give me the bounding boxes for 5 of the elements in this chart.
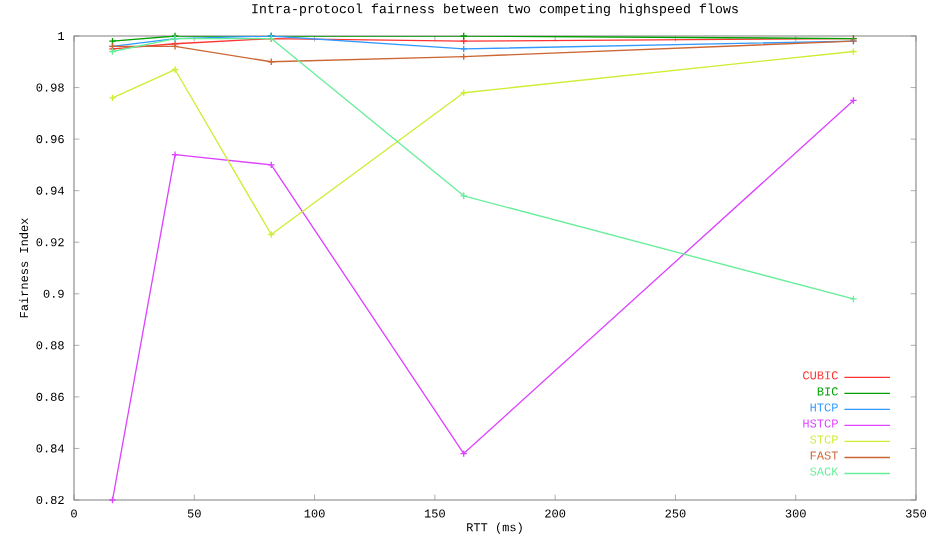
point [459, 45, 468, 53]
point [459, 32, 468, 40]
point [171, 65, 179, 74]
point [267, 161, 276, 169]
point [171, 150, 179, 159]
